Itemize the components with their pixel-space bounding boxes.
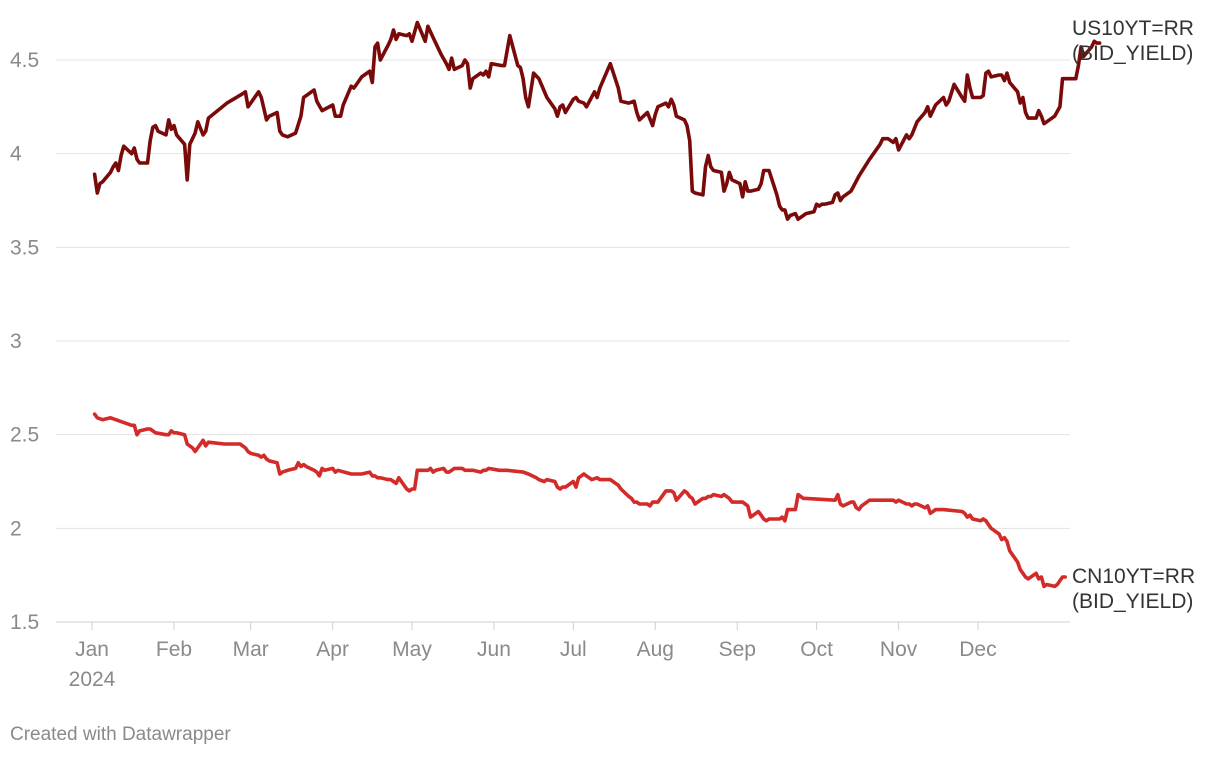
x-tick-sublabel: 2024 [69,668,116,691]
y-tick-label: 2 [10,517,22,540]
y-axis-tick-labels: 1.5 2 2.5 3 3.5 4 4.5 [10,49,39,634]
x-tick-label: Jun [477,638,511,661]
series-line-us10yt [92,20,1102,221]
y-tick-label: 1.5 [10,611,39,634]
series-label-cn10yt: CN10YT=RR [1072,565,1195,588]
x-tick-label: Feb [156,638,192,661]
x-tick-label: Jan [75,638,109,661]
y-tick-label: 4 [10,143,22,166]
x-tick-label: Nov [880,638,918,661]
series-label-cn10yt: (BID_YIELD) [1072,590,1193,613]
series-label-us10yt: (BID_YIELD) [1072,42,1193,65]
grid-lines [56,59,1070,623]
x-tick-label: Sep [719,638,756,661]
x-tick-label: Apr [316,638,349,661]
x-tick-label: May [392,638,432,661]
y-tick-label: 2.5 [10,424,39,447]
x-axis-tick-labels: Jan 2024 Feb Mar Apr May Jun Jul Aug Sep Oct Nov Dec [69,622,997,691]
x-tick-label: Jul [560,638,587,661]
y-tick-label: 3 [10,330,22,353]
line-chart: 1.5 2 2.5 3 3.5 4 4.5 Jan 2024 Feb Mar Apr May Jun Ju… [10,17,1195,691]
x-tick-label: Aug [637,638,674,661]
credit-text: Created with Datawrapper [10,724,231,745]
series-line-cn10yt [92,412,1067,589]
x-tick-label: Oct [800,638,833,661]
series-labels: US10YT=RR(BID_YIELD)CN10YT=RR(BID_YIELD) [1072,17,1195,613]
series-label-us10yt: US10YT=RR [1072,17,1194,40]
y-tick-label: 4.5 [10,49,39,72]
y-tick-label: 3.5 [10,236,39,259]
series-lines [92,20,1102,589]
x-tick-label: Dec [959,638,996,661]
x-tick-label: Mar [233,638,269,661]
